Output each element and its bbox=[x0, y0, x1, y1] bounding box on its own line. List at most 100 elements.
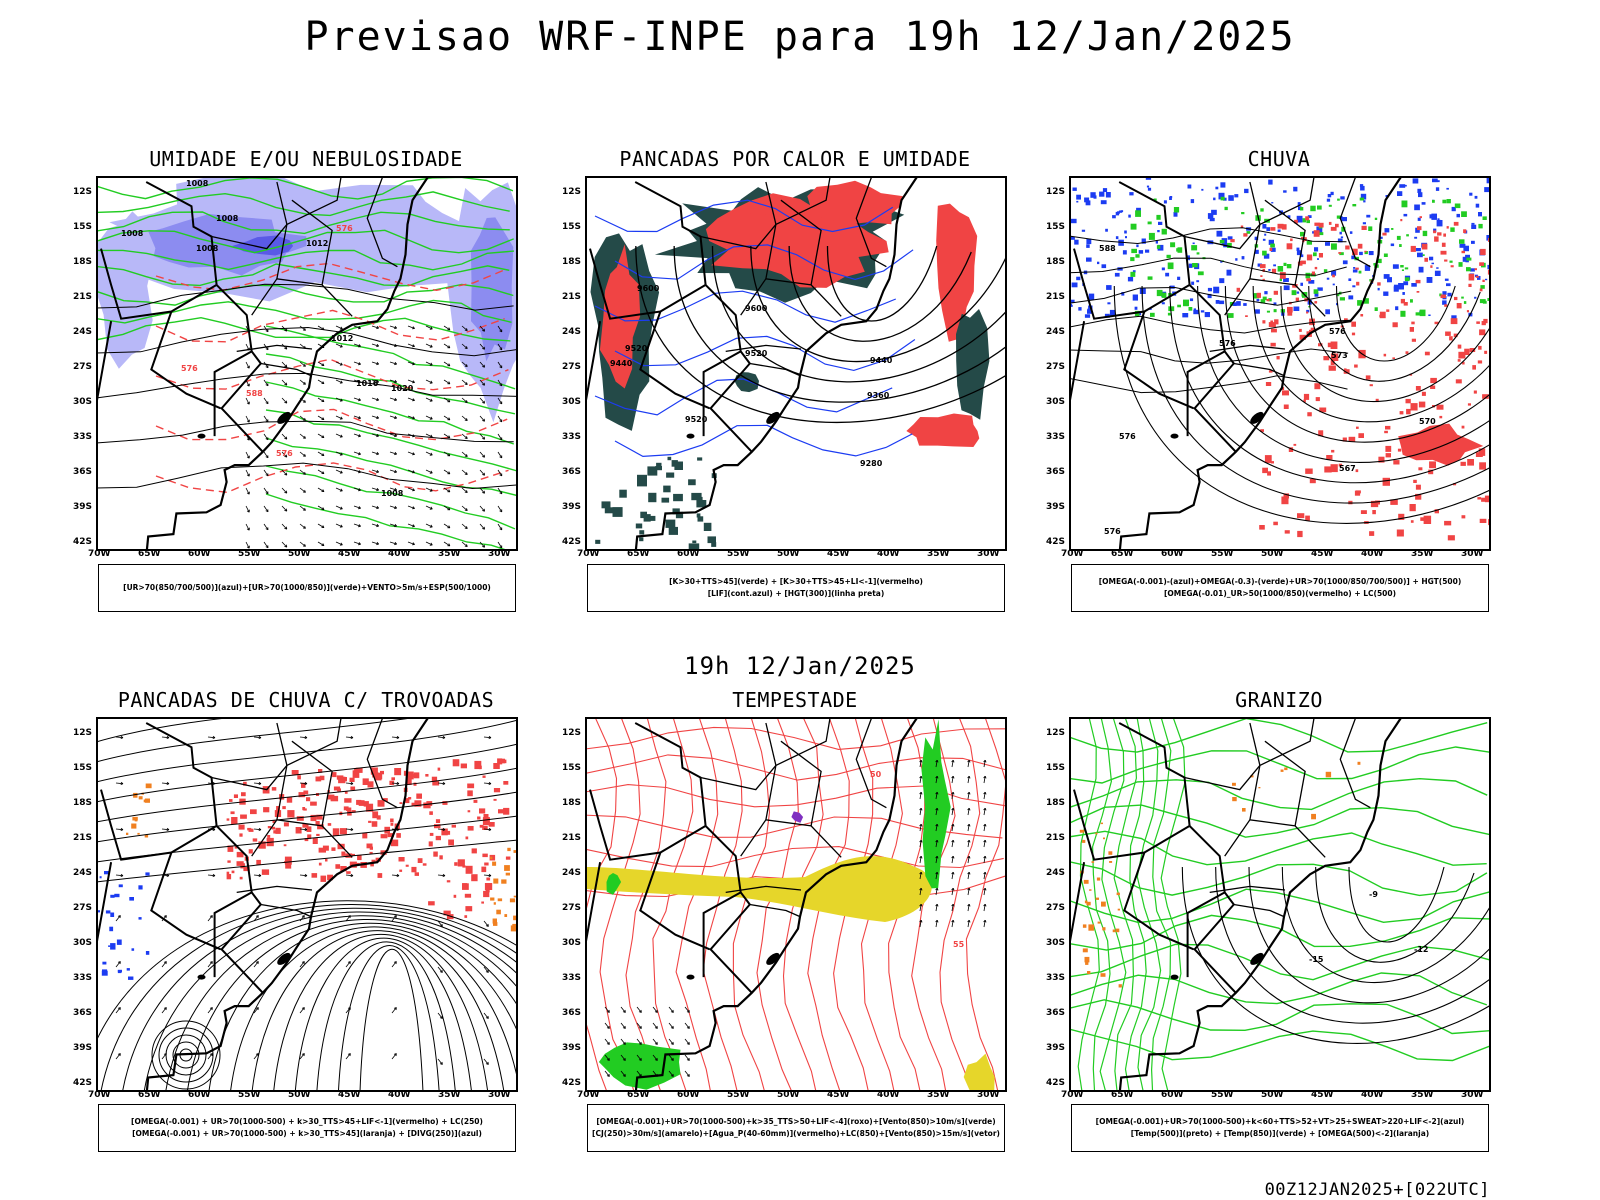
lon-tick-label: 55W bbox=[1211, 549, 1234, 559]
lat-tick-label: 30S bbox=[1046, 397, 1066, 407]
storm-area-orange bbox=[126, 783, 152, 838]
omega-area-orange bbox=[1079, 822, 1122, 988]
border-line bbox=[236, 344, 313, 353]
valid-time-label: 19h 12/Jan/2025 bbox=[684, 652, 916, 680]
border-line bbox=[1073, 789, 1191, 861]
lat-tick-label: 12S bbox=[562, 187, 582, 197]
contour-label: 9600 bbox=[637, 284, 660, 293]
pressure-contour bbox=[96, 283, 514, 311]
water-vapor-contour bbox=[939, 717, 981, 1092]
lat-tick-label: 30S bbox=[1046, 938, 1066, 948]
panel-title: UMIDADE E/OU NEBULOSIDADE bbox=[149, 147, 463, 171]
lagoon bbox=[1250, 411, 1264, 424]
coastline bbox=[634, 717, 919, 1092]
border-line bbox=[1118, 181, 1191, 286]
border-line bbox=[749, 362, 801, 377]
contour-label: 576 bbox=[1119, 432, 1136, 441]
storm-area-red bbox=[426, 758, 511, 920]
green-contour bbox=[96, 316, 511, 342]
rain-area-red bbox=[1259, 318, 1491, 541]
panel-title: CHUVA bbox=[1247, 147, 1311, 171]
divergence-area-blue bbox=[97, 871, 150, 980]
lat-tick-label: 30S bbox=[73, 397, 93, 407]
lon-tick-label: 35W bbox=[438, 549, 461, 559]
height-contour bbox=[711, 245, 1007, 383]
panel-title: TEMPESTADE bbox=[732, 688, 858, 712]
green-contour bbox=[265, 325, 516, 390]
height-contour bbox=[1197, 285, 1491, 463]
rain-area-red bbox=[1230, 216, 1491, 328]
green-contour bbox=[265, 465, 516, 530]
lon-tick-label: 55W bbox=[238, 1090, 261, 1100]
contour-label: 1008 bbox=[121, 229, 144, 238]
lagoon bbox=[686, 974, 695, 980]
lagoon bbox=[277, 952, 291, 965]
lat-tick-label: 42S bbox=[562, 537, 582, 547]
lon-tick-label: 60W bbox=[1161, 549, 1184, 559]
thickness-contour bbox=[155, 462, 509, 494]
border-line bbox=[1123, 852, 1194, 951]
contour-label: 576 bbox=[1219, 339, 1236, 348]
lon-tick-label: 35W bbox=[1411, 549, 1434, 559]
lon-tick-label: 60W bbox=[677, 1090, 700, 1100]
lon-tick-label: 45W bbox=[338, 549, 361, 559]
lon-tick-label: 50W bbox=[288, 1090, 311, 1100]
border-line bbox=[276, 717, 342, 820]
border-line bbox=[1264, 740, 1306, 827]
border-line bbox=[1224, 278, 1326, 317]
border-line bbox=[1073, 248, 1191, 320]
lon-tick-label: 35W bbox=[927, 1090, 950, 1100]
lat-tick-label: 39S bbox=[1046, 502, 1066, 512]
water-vapor-contour bbox=[675, 717, 719, 1092]
water-vapor-contour bbox=[652, 717, 694, 1092]
map-canvas: 50 55 bbox=[585, 717, 1007, 1092]
border-line bbox=[213, 891, 253, 978]
temp-500-contour bbox=[1281, 866, 1491, 984]
height-contour bbox=[1113, 285, 1491, 524]
legend-text: [LIF](cont.azul) + [HGT(300)](linha pret… bbox=[707, 589, 885, 598]
legend-text: [OMEGA(-0.001) + UR>70(1000-500) + k>30_… bbox=[131, 1117, 483, 1126]
lat-tick-label: 12S bbox=[73, 187, 93, 197]
lat-tick-label: 36S bbox=[1046, 1008, 1066, 1018]
lon-tick-label: 70W bbox=[88, 549, 111, 559]
border-line bbox=[725, 885, 802, 894]
lon-tick-label: 60W bbox=[1161, 1090, 1184, 1100]
lon-tick-label: 30W bbox=[488, 549, 511, 559]
border-line bbox=[1123, 311, 1194, 410]
wind-arrow bbox=[245, 325, 503, 549]
forecast-map bbox=[96, 717, 518, 1092]
map-canvas bbox=[96, 717, 518, 1092]
border-line bbox=[100, 248, 218, 320]
contour-label: 9360 bbox=[867, 391, 890, 400]
lat-tick-label: 39S bbox=[73, 1043, 93, 1053]
map-canvas: -15 -12 -9 bbox=[1069, 717, 1491, 1092]
temp-850-contour bbox=[1091, 717, 1113, 1092]
lon-tick-label: 65W bbox=[627, 549, 650, 559]
lon-tick-label: 30W bbox=[488, 1090, 511, 1100]
border-line bbox=[780, 740, 822, 827]
lat-tick-label: 36S bbox=[1046, 467, 1066, 477]
legend-text: [OMEGA(-0.001)+UR>70(1000-500)+k<60+TTS>… bbox=[1095, 1117, 1465, 1126]
lat-tick-label: 18S bbox=[1046, 257, 1066, 267]
lat-tick-label: 24S bbox=[1046, 868, 1066, 878]
border-line bbox=[100, 789, 218, 861]
lat-tick-label: 33S bbox=[1046, 973, 1066, 983]
temp-850-contour bbox=[1069, 746, 1490, 784]
border-line bbox=[1118, 722, 1191, 827]
lat-tick-label: 39S bbox=[562, 502, 582, 512]
coastline bbox=[145, 176, 430, 551]
lat-tick-label: 15S bbox=[1046, 763, 1066, 773]
lat-tick-label: 24S bbox=[562, 327, 582, 337]
legend-text: [CJ(250)>30m/s](amarelo)+[Agua_P(40-60mm… bbox=[592, 1129, 1000, 1138]
lat-tick-label: 21S bbox=[562, 833, 582, 843]
lat-tick-label: 36S bbox=[73, 1008, 93, 1018]
border-line bbox=[251, 278, 353, 317]
height-contour bbox=[673, 245, 1007, 403]
temp-850-contour bbox=[1069, 999, 1491, 1035]
contour-label: 1008 bbox=[186, 179, 209, 188]
lat-tick-label: 24S bbox=[562, 868, 582, 878]
temp-500-contour bbox=[1181, 866, 1491, 1044]
contour-label: 567 bbox=[1339, 464, 1356, 473]
lat-tick-label: 33S bbox=[562, 973, 582, 983]
thickness-contour bbox=[155, 358, 509, 391]
